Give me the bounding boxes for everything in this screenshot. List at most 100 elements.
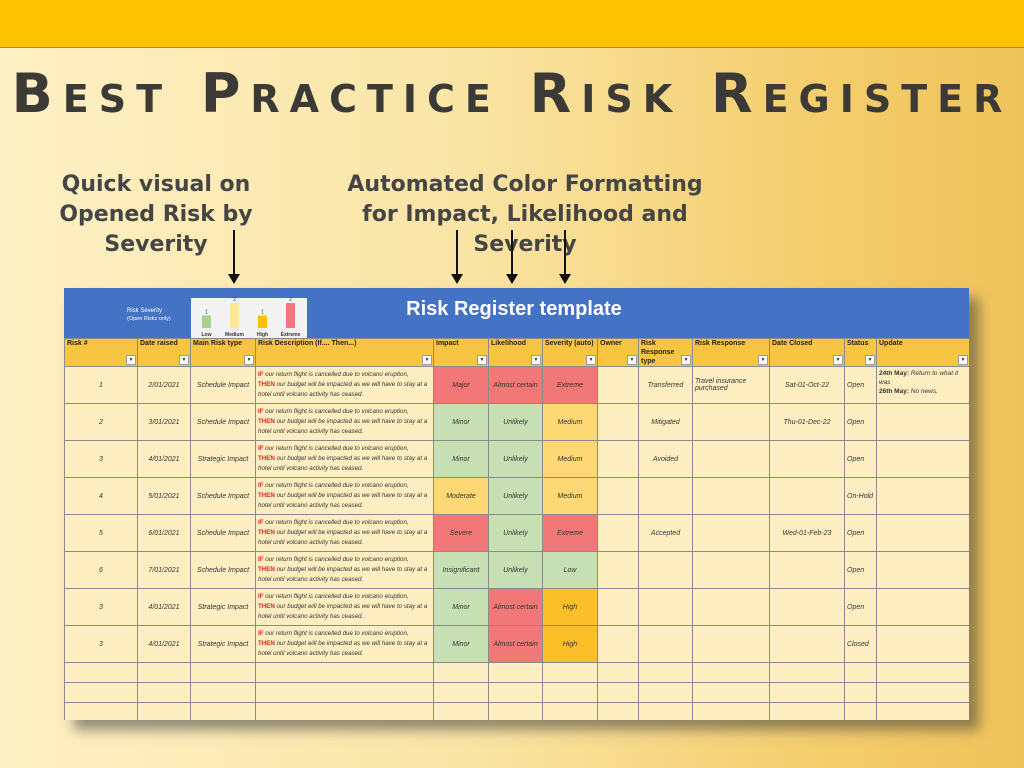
- cell-date[interactable]: 5/01/2021: [137, 477, 191, 515]
- cell-severity[interactable]: Extreme: [542, 514, 598, 552]
- cell-id[interactable]: 1: [64, 366, 138, 404]
- empty-cell[interactable]: [844, 682, 877, 703]
- empty-cell[interactable]: [433, 702, 489, 720]
- empty-cell[interactable]: [597, 682, 639, 703]
- cell-severity[interactable]: High: [542, 625, 598, 663]
- filter-dropdown-icon[interactable]: ▼: [126, 355, 136, 365]
- filter-dropdown-icon[interactable]: ▼: [627, 355, 637, 365]
- cell-update[interactable]: [876, 625, 969, 663]
- cell-likelihood[interactable]: Unlikely: [488, 514, 543, 552]
- cell-likelihood[interactable]: Unlikely: [488, 477, 543, 515]
- cell-resp[interactable]: [692, 440, 770, 478]
- column-header[interactable]: Likelihood ▼: [488, 338, 543, 367]
- cell-resp-type[interactable]: [638, 588, 693, 626]
- cell-resp[interactable]: [692, 403, 770, 441]
- cell-likelihood[interactable]: Unlikely: [488, 403, 543, 441]
- cell-id[interactable]: 5: [64, 514, 138, 552]
- cell-owner[interactable]: [597, 625, 639, 663]
- cell-risk-description[interactable]: IF our return flight is cancelled due to…: [255, 440, 434, 478]
- column-header[interactable]: Date Closed ▼: [769, 338, 845, 367]
- empty-cell[interactable]: [876, 662, 969, 683]
- empty-cell[interactable]: [597, 662, 639, 683]
- empty-cell[interactable]: [692, 662, 770, 683]
- cell-id[interactable]: 3: [64, 625, 138, 663]
- cell-impact[interactable]: Minor: [433, 440, 489, 478]
- cell-type[interactable]: Strategic Impact: [190, 588, 256, 626]
- cell-resp-type[interactable]: [638, 625, 693, 663]
- cell-update[interactable]: [876, 514, 969, 552]
- cell-resp[interactable]: [692, 625, 770, 663]
- empty-cell[interactable]: [769, 702, 845, 720]
- cell-severity[interactable]: High: [542, 588, 598, 626]
- cell-owner[interactable]: [597, 477, 639, 515]
- empty-cell[interactable]: [638, 682, 693, 703]
- cell-id[interactable]: 4: [64, 477, 138, 515]
- column-header[interactable]: Owner ▼: [597, 338, 639, 367]
- empty-cell[interactable]: [769, 682, 845, 703]
- cell-likelihood[interactable]: Almost certain: [488, 588, 543, 626]
- cell-date[interactable]: 6/01/2021: [137, 514, 191, 552]
- cell-date[interactable]: 7/01/2021: [137, 551, 191, 589]
- cell-type[interactable]: Schedule Impact: [190, 551, 256, 589]
- column-header[interactable]: Severity (auto) ▼: [542, 338, 598, 367]
- empty-cell[interactable]: [488, 702, 543, 720]
- cell-severity[interactable]: Medium: [542, 403, 598, 441]
- cell-risk-description[interactable]: IF our return flight is cancelled due to…: [255, 514, 434, 552]
- cell-resp[interactable]: [692, 588, 770, 626]
- cell-owner[interactable]: [597, 440, 639, 478]
- cell-type[interactable]: Schedule Impact: [190, 514, 256, 552]
- cell-status[interactable]: Open: [844, 588, 877, 626]
- empty-cell[interactable]: [542, 662, 598, 683]
- cell-date[interactable]: 3/01/2021: [137, 403, 191, 441]
- cell-type[interactable]: Strategic Impact: [190, 440, 256, 478]
- cell-type[interactable]: Schedule Impact: [190, 403, 256, 441]
- cell-resp-type[interactable]: [638, 477, 693, 515]
- filter-dropdown-icon[interactable]: ▼: [833, 355, 843, 365]
- empty-cell[interactable]: [137, 662, 191, 683]
- filter-dropdown-icon[interactable]: ▼: [865, 355, 875, 365]
- cell-update[interactable]: [876, 403, 969, 441]
- cell-severity[interactable]: Extreme: [542, 366, 598, 404]
- cell-closed[interactable]: [769, 477, 845, 515]
- cell-closed[interactable]: Sat-01-Oct-22: [769, 366, 845, 404]
- empty-cell[interactable]: [692, 682, 770, 703]
- empty-cell[interactable]: [542, 702, 598, 720]
- cell-owner[interactable]: [597, 403, 639, 441]
- cell-resp-type[interactable]: Avoided: [638, 440, 693, 478]
- empty-cell[interactable]: [876, 682, 969, 703]
- cell-severity[interactable]: Medium: [542, 440, 598, 478]
- empty-cell[interactable]: [433, 682, 489, 703]
- cell-status[interactable]: Open: [844, 440, 877, 478]
- cell-date[interactable]: 4/01/2021: [137, 625, 191, 663]
- cell-update[interactable]: 24th May: Return to what it was 26th May:…: [876, 366, 969, 404]
- empty-cell[interactable]: [137, 702, 191, 720]
- cell-status[interactable]: Open: [844, 551, 877, 589]
- empty-cell[interactable]: [190, 702, 256, 720]
- cell-closed[interactable]: Wed-01-Feb-23: [769, 514, 845, 552]
- cell-date[interactable]: 4/01/2021: [137, 440, 191, 478]
- column-header[interactable]: Status ▼: [844, 338, 877, 367]
- cell-closed[interactable]: [769, 440, 845, 478]
- cell-owner[interactable]: [597, 514, 639, 552]
- column-header[interactable]: Date raised ▼: [137, 338, 191, 367]
- cell-closed[interactable]: Thu-01-Dec-22: [769, 403, 845, 441]
- cell-risk-description[interactable]: IF our return flight is cancelled due to…: [255, 588, 434, 626]
- empty-cell[interactable]: [844, 702, 877, 720]
- cell-closed[interactable]: [769, 588, 845, 626]
- empty-cell[interactable]: [488, 682, 543, 703]
- column-header[interactable]: Risk Response ▼: [692, 338, 770, 367]
- empty-cell[interactable]: [255, 662, 434, 683]
- cell-severity[interactable]: Medium: [542, 477, 598, 515]
- cell-status[interactable]: Open: [844, 514, 877, 552]
- cell-resp-type[interactable]: Mitigated: [638, 403, 693, 441]
- empty-cell[interactable]: [692, 702, 770, 720]
- filter-dropdown-icon[interactable]: ▼: [244, 355, 254, 365]
- cell-impact[interactable]: Minor: [433, 588, 489, 626]
- cell-update[interactable]: [876, 477, 969, 515]
- empty-cell[interactable]: [638, 702, 693, 720]
- cell-status[interactable]: Closed: [844, 625, 877, 663]
- filter-dropdown-icon[interactable]: ▼: [758, 355, 768, 365]
- empty-cell[interactable]: [64, 662, 138, 683]
- cell-owner[interactable]: [597, 366, 639, 404]
- cell-resp-type[interactable]: Transferred: [638, 366, 693, 404]
